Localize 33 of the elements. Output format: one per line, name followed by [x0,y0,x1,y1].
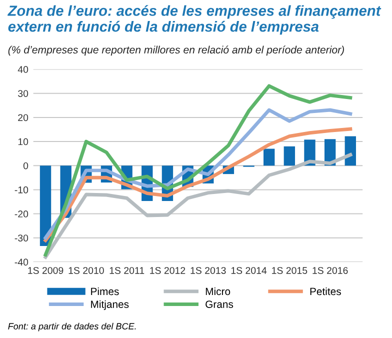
y-tick-label: -30 [14,234,28,242]
y-tick-label: -10 [14,186,28,194]
chart-subtitle: (% d’empreses que reporten millores en relació amb el període anterior) [8,46,344,56]
x-tick-label: 1S 2011 [110,267,144,274]
line-series [44,127,352,242]
x-tick-label: 1S 2014 [231,267,267,274]
text: Font: a partir de dades del BCE. [8,322,136,332]
legend-label: Pimes [91,287,119,296]
x-tick-label: 1S 2016 [312,267,348,274]
x-tick-label: 1S 2015 [272,267,308,274]
y-tick-label: 30 [18,90,28,97]
legend-label: Petites [310,287,341,296]
y-tick-label: 10 [18,138,28,146]
y-tick-label: 20 [18,114,28,122]
line-series [44,153,352,259]
x-tick-label: 1S 2009 [28,267,64,274]
legend-label: Grans [206,300,234,308]
y-tick-label: 0 [23,162,28,170]
legend-label: Mitjanes [91,300,129,310]
line-series [44,84,352,256]
x-tick-label: 1S 2012 [150,267,186,274]
y-tick-label: -40 [14,258,28,266]
y-tick-label: -20 [14,210,28,218]
bar [284,146,296,166]
chart-title: Zona de l’euro: accés de les empreses al finançament extern en funció de la dimensió de l’empresa [8,5,382,35]
x-tick-label: 1S 2013 [190,267,226,274]
bar [264,148,275,166]
bar [40,166,52,246]
legend-label: Micro [206,287,230,296]
bar [344,136,356,166]
x-tick-label: 1S 2010 [68,267,104,274]
y-tick-label: 40 [18,66,28,73]
line-series [44,108,352,240]
